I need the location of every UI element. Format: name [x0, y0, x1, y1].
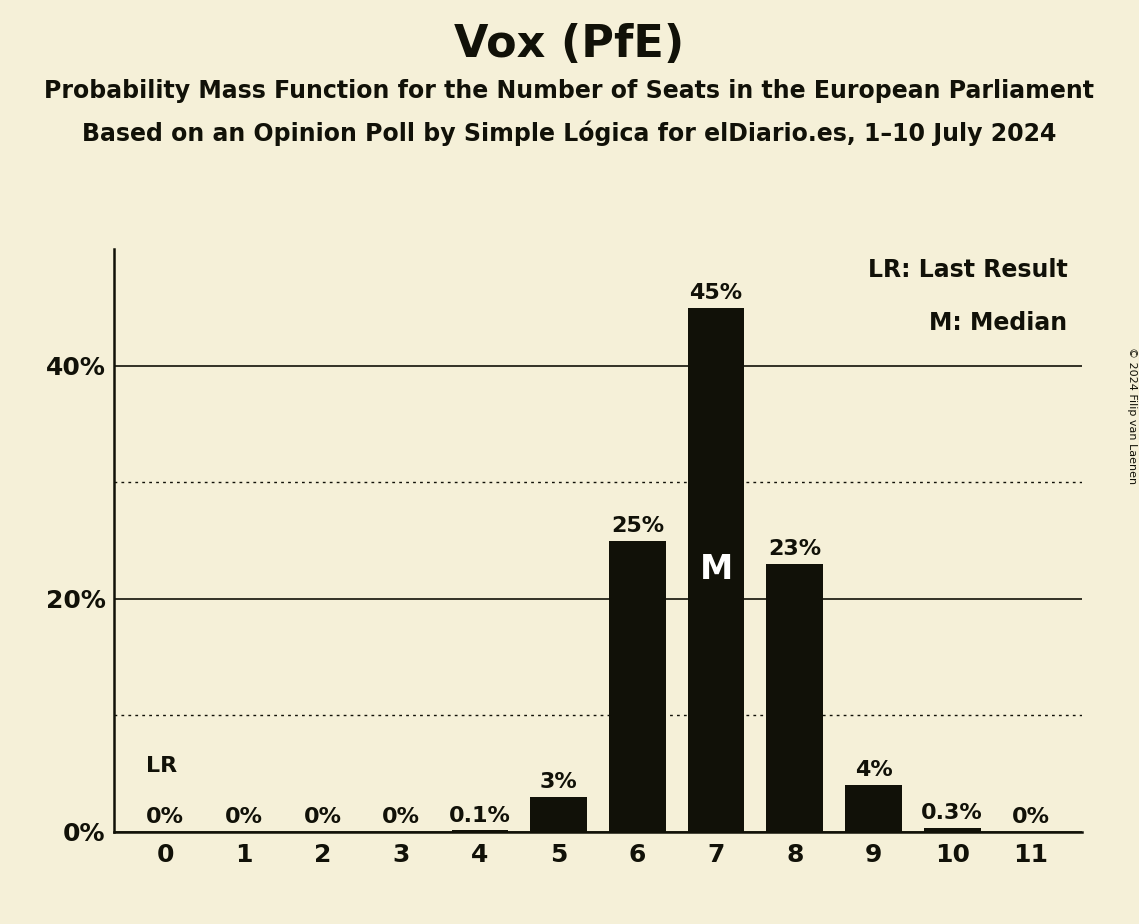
Text: 0%: 0%: [383, 807, 420, 827]
Text: 0.1%: 0.1%: [449, 806, 511, 826]
Text: LR: Last Result: LR: Last Result: [868, 258, 1067, 282]
Text: 23%: 23%: [768, 540, 821, 559]
Text: 0%: 0%: [1011, 807, 1050, 827]
Text: 25%: 25%: [611, 516, 664, 536]
Bar: [609, 541, 665, 832]
Text: © 2024 Filip van Laenen: © 2024 Filip van Laenen: [1126, 347, 1137, 484]
Text: M: M: [699, 553, 732, 586]
Bar: [451, 831, 508, 832]
Text: 0%: 0%: [303, 807, 342, 827]
Bar: [845, 785, 902, 832]
Text: Based on an Opinion Poll by Simple Lógica for elDiario.es, 1–10 July 2024: Based on an Opinion Poll by Simple Lógic…: [82, 120, 1057, 146]
Bar: [531, 796, 587, 832]
Text: Probability Mass Function for the Number of Seats in the European Parliament: Probability Mass Function for the Number…: [44, 79, 1095, 103]
Text: 3%: 3%: [540, 772, 577, 792]
Text: 4%: 4%: [854, 760, 892, 781]
Bar: [688, 308, 745, 832]
Bar: [924, 828, 981, 832]
Text: Vox (PfE): Vox (PfE): [454, 23, 685, 67]
Text: 45%: 45%: [689, 283, 743, 303]
Text: LR: LR: [146, 756, 177, 776]
Text: 0%: 0%: [146, 807, 185, 827]
Bar: [767, 564, 823, 832]
Text: 0.3%: 0.3%: [921, 804, 983, 823]
Text: 0%: 0%: [224, 807, 263, 827]
Text: M: Median: M: Median: [929, 310, 1067, 334]
